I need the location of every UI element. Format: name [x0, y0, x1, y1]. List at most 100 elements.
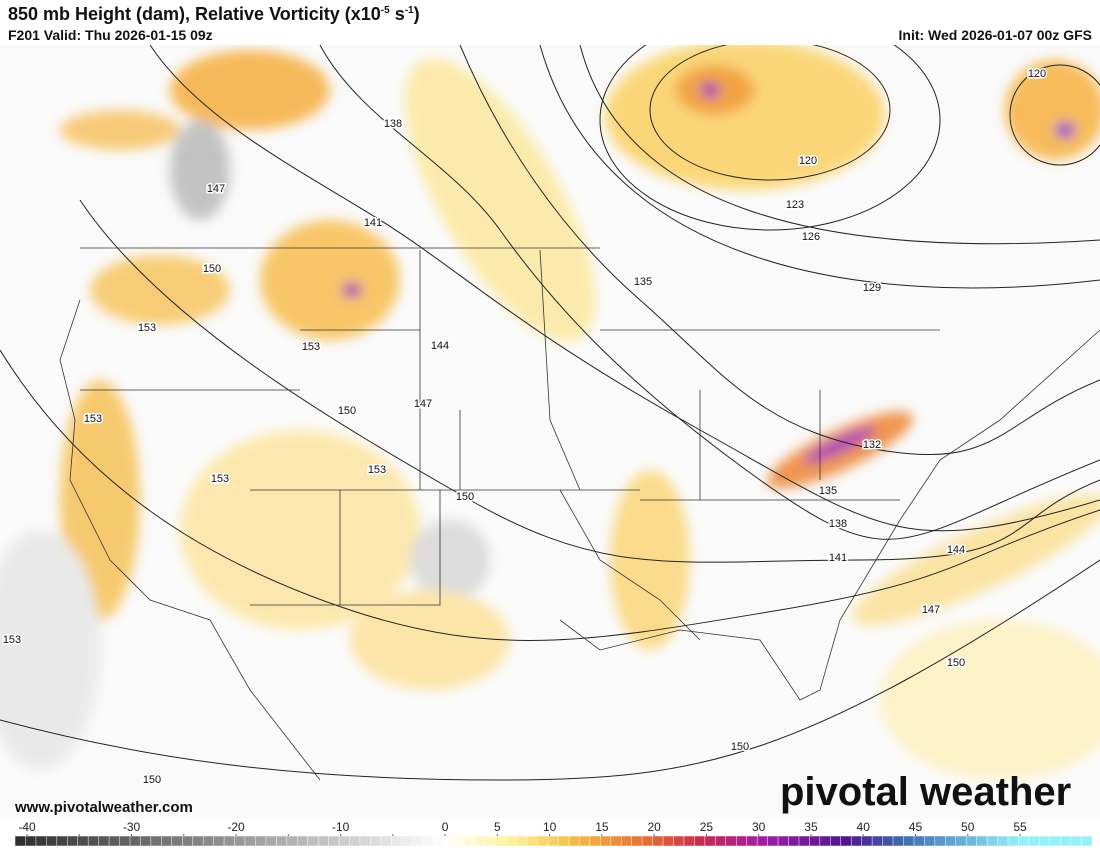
- colorbar-cell: [746, 835, 758, 847]
- website: www.pivotalweather.com: [14, 799, 193, 816]
- contour-label: 120: [1028, 68, 1046, 80]
- colorbar-cell: [819, 835, 832, 847]
- colorbar-cell: [735, 835, 748, 847]
- colorbar-cell: [161, 835, 173, 847]
- colorbar-cell: [558, 835, 570, 847]
- colorbar-cell: [997, 835, 1009, 847]
- colorbar-cell: [349, 835, 361, 847]
- colorbar-cell: [35, 835, 48, 847]
- colorbar-cell: [955, 835, 967, 847]
- colorbar-cell: [432, 835, 445, 847]
- colorbar-cell: [181, 835, 194, 847]
- colorbar-cell: [1049, 835, 1062, 847]
- colorbar-cell: [453, 835, 466, 847]
- colorbar-label: 45: [909, 820, 923, 834]
- colorbar-cell: [77, 835, 89, 847]
- colorbar-cell: [1080, 835, 1093, 847]
- colorbar-cell: [777, 835, 790, 847]
- colorbar-cell: [610, 835, 623, 847]
- contour-label: 141: [364, 217, 382, 229]
- title-text: 850 mb Height (dam), Relative Vorticity …: [8, 4, 381, 24]
- colorbar-cell: [850, 835, 863, 847]
- colorbar-cell: [798, 835, 811, 847]
- colorbar-cell: [621, 835, 633, 847]
- colorbar-cell: [579, 835, 591, 847]
- colorbar-cell: [1007, 835, 1020, 847]
- contour-label: 147: [414, 398, 432, 410]
- colorbar-cell: [401, 835, 413, 847]
- colorbar-cell: [276, 835, 288, 847]
- contour-label: 144: [947, 544, 965, 556]
- colorbar-label: -40: [18, 820, 36, 834]
- colorbar-cell: [913, 835, 926, 847]
- colorbar-cell: [129, 835, 142, 847]
- colorbar-cell: [526, 835, 539, 847]
- colorbar-cell: [830, 835, 842, 847]
- colorbar-cell: [516, 835, 528, 847]
- title-superscript: -1: [404, 5, 414, 16]
- colorbar-cell: [756, 835, 769, 847]
- colorbar-cell: [903, 835, 915, 847]
- vorticity-shading: [0, 45, 1100, 780]
- colorbar-cell: [662, 835, 675, 847]
- colorbar-cell: [1039, 835, 1051, 847]
- contour-label: 132: [863, 439, 881, 451]
- colorbar-cell: [704, 835, 717, 847]
- colorbar-cell: [485, 835, 497, 847]
- contour-label: 153: [368, 464, 386, 476]
- colorbar-cell: [108, 835, 121, 847]
- contour-label: 123: [786, 199, 804, 211]
- contour-label: 144: [431, 340, 449, 352]
- colorbar-cell: [986, 835, 999, 847]
- colorbar-cell: [223, 835, 236, 847]
- colorbar-cell: [725, 835, 737, 847]
- colorbar-cell: [809, 835, 821, 847]
- colorbar-cell: [255, 835, 267, 847]
- colorbar-cell: [840, 835, 852, 847]
- colorbar-label: 50: [961, 820, 975, 834]
- colorbar: -40 -30 -20 -10 0 5 10 15 20 25 30 35 40 45 50 55: [14, 820, 1093, 847]
- colorbar-cell: [767, 835, 779, 847]
- contour-label: 138: [829, 518, 847, 530]
- colorbar-cell: [380, 835, 393, 847]
- contour-label: 153: [138, 322, 156, 334]
- contour-labels: 138 147 141 150 153 153 144 150 147 153 153 153 150 1…: [1, 67, 1047, 788]
- title-text: ): [413, 4, 420, 24]
- colorbar-label: 20: [647, 820, 661, 834]
- colorbar-cell: [328, 835, 340, 847]
- colorbar-cell: [934, 835, 947, 847]
- colorbar-cell: [547, 835, 560, 847]
- colorbar-cell: [1028, 835, 1041, 847]
- colorbar-cell: [673, 835, 685, 847]
- colorbar-label: 15: [595, 820, 609, 834]
- colorbar-label: 5: [494, 820, 501, 834]
- colorbar-cell: [882, 835, 894, 847]
- colorbar-cell: [265, 835, 278, 847]
- contour-label: 135: [819, 485, 837, 497]
- title-superscript: -5: [380, 5, 390, 16]
- colorbar-label: 40: [857, 820, 871, 834]
- contour-label: 150: [731, 741, 749, 753]
- height-contours: [0, 45, 1100, 781]
- contour-label: 138: [384, 118, 402, 130]
- colorbar-cell: [317, 835, 330, 847]
- init-time: Init: Wed 2026-01-07 00z GFS: [898, 27, 1092, 43]
- colorbar-cell: [370, 835, 382, 847]
- contour-label: 141: [829, 552, 847, 564]
- colorbar-cell: [443, 835, 455, 847]
- colorbar-cell: [359, 835, 372, 847]
- colorbar-cell: [338, 835, 351, 847]
- contour-label: 153: [3, 634, 21, 646]
- colorbar-cell: [474, 835, 487, 847]
- colorbar-cell: [56, 835, 69, 847]
- contour-label: 147: [922, 604, 940, 616]
- colorbar-label: -20: [227, 820, 245, 834]
- colorbar-label: 55: [1013, 820, 1027, 834]
- colorbar-label: 30: [752, 820, 766, 834]
- colorbar-cell: [788, 835, 800, 847]
- colorbar-label: 0: [442, 820, 449, 834]
- contour-label: 120: [799, 155, 817, 167]
- watermark: pivotal weather: [780, 770, 1071, 814]
- colorbar-cell: [140, 835, 152, 847]
